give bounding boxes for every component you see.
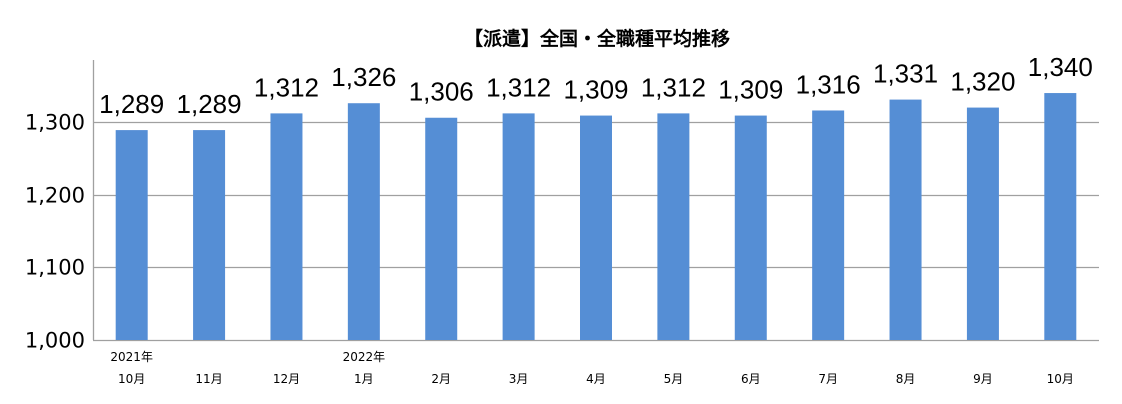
bar — [115, 130, 148, 340]
data-label: 1,306 — [409, 77, 474, 107]
y-axis-labels: 1,000 1,100 1,200 1,300 — [25, 111, 85, 353]
data-label: 1,312 — [641, 72, 706, 102]
bars — [115, 93, 1077, 341]
y-tick-label: 1,200 — [25, 184, 85, 208]
bar — [657, 113, 690, 341]
bar — [580, 115, 612, 340]
chart-title: 【派遣】全国・全職種平均推移 — [464, 27, 730, 50]
bar — [425, 117, 458, 340]
y-tick-label: 1,100 — [25, 256, 85, 280]
x-tick-label: 5月 — [664, 372, 684, 386]
data-label: 1,320 — [950, 67, 1015, 97]
x-tick-label: 9月 — [973, 372, 993, 386]
data-labels: 1,289 1,289 1,312 1,326 1,306 1,312 1,309 1,312… — [99, 52, 1093, 119]
x-axis-labels: 10月 11月 12月 1月 2月 3月 4月 5月 6月 7月 8月 9月 10月 2021年 2022年 — [110, 350, 1074, 386]
bar — [502, 113, 535, 341]
data-label: 1,309 — [718, 75, 783, 105]
x-tick-label: 2月 — [431, 372, 451, 386]
x-tick-label: 6月 — [741, 372, 761, 386]
bar — [812, 110, 845, 340]
data-label: 1,340 — [1028, 52, 1093, 82]
x-tick-label: 12月 — [273, 372, 300, 386]
bar — [966, 107, 999, 340]
data-label: 1,316 — [796, 69, 861, 99]
x-year-label: 2021年 — [110, 350, 153, 364]
y-tick-label: 1,000 — [25, 329, 85, 353]
data-label: 1,289 — [99, 89, 164, 119]
data-label: 1,312 — [486, 72, 551, 102]
bar — [734, 115, 767, 340]
x-tick-label: 11月 — [195, 372, 222, 386]
y-tick-label: 1,300 — [25, 111, 85, 135]
x-tick-label: 10月 — [1047, 372, 1074, 386]
x-tick-label: 7月 — [818, 372, 838, 386]
data-label: 1,309 — [563, 75, 628, 105]
data-label: 1,331 — [873, 59, 938, 89]
bar — [889, 99, 922, 340]
x-tick-label: 3月 — [509, 372, 529, 386]
x-year-label: 2022年 — [343, 350, 386, 364]
x-tick-label: 1月 — [354, 372, 374, 386]
x-tick-label: 4月 — [586, 372, 606, 386]
bar — [193, 130, 226, 340]
x-tick-label: 10月 — [118, 372, 145, 386]
bar — [347, 103, 380, 340]
data-label: 1,312 — [254, 72, 319, 102]
data-label: 1,326 — [331, 62, 396, 92]
bar — [270, 113, 303, 341]
x-tick-label: 8月 — [896, 372, 916, 386]
bar — [1044, 93, 1077, 340]
data-label: 1,289 — [177, 89, 242, 119]
